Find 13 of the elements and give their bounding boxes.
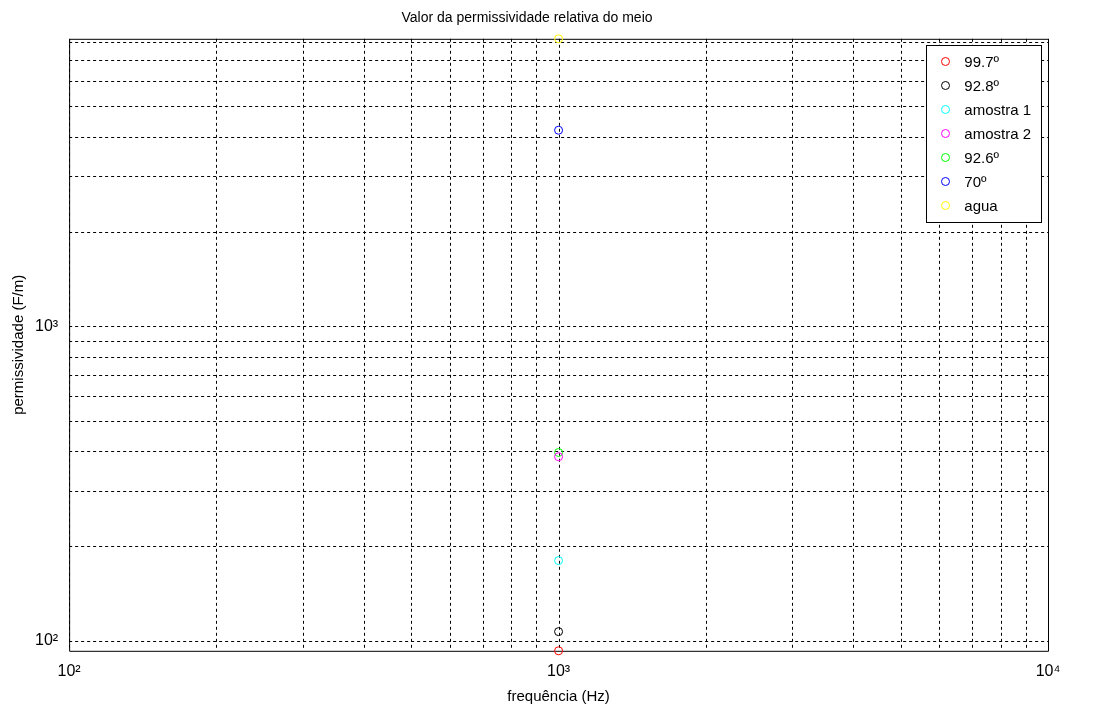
legend-label: 92.8º	[964, 77, 999, 95]
legend-label: 92.6º	[964, 149, 999, 167]
legend-label: 99.7º	[964, 53, 999, 71]
x-axis-title: frequência (Hz)	[507, 687, 610, 705]
y-axis-title: permissividade (F/m)	[9, 274, 27, 415]
chart-title: Valor da permissividade relativa do meio	[401, 9, 653, 26]
x-tick-label: 10³	[547, 661, 571, 679]
legend-label: 70º	[964, 173, 987, 191]
legend-label: amostra 1	[964, 101, 1031, 119]
x-tick-label: 10⁴	[1035, 661, 1061, 679]
legend-label: amostra 2	[964, 125, 1031, 143]
x-tick-label: 10²	[57, 661, 82, 679]
legend-label: agua	[964, 197, 998, 215]
